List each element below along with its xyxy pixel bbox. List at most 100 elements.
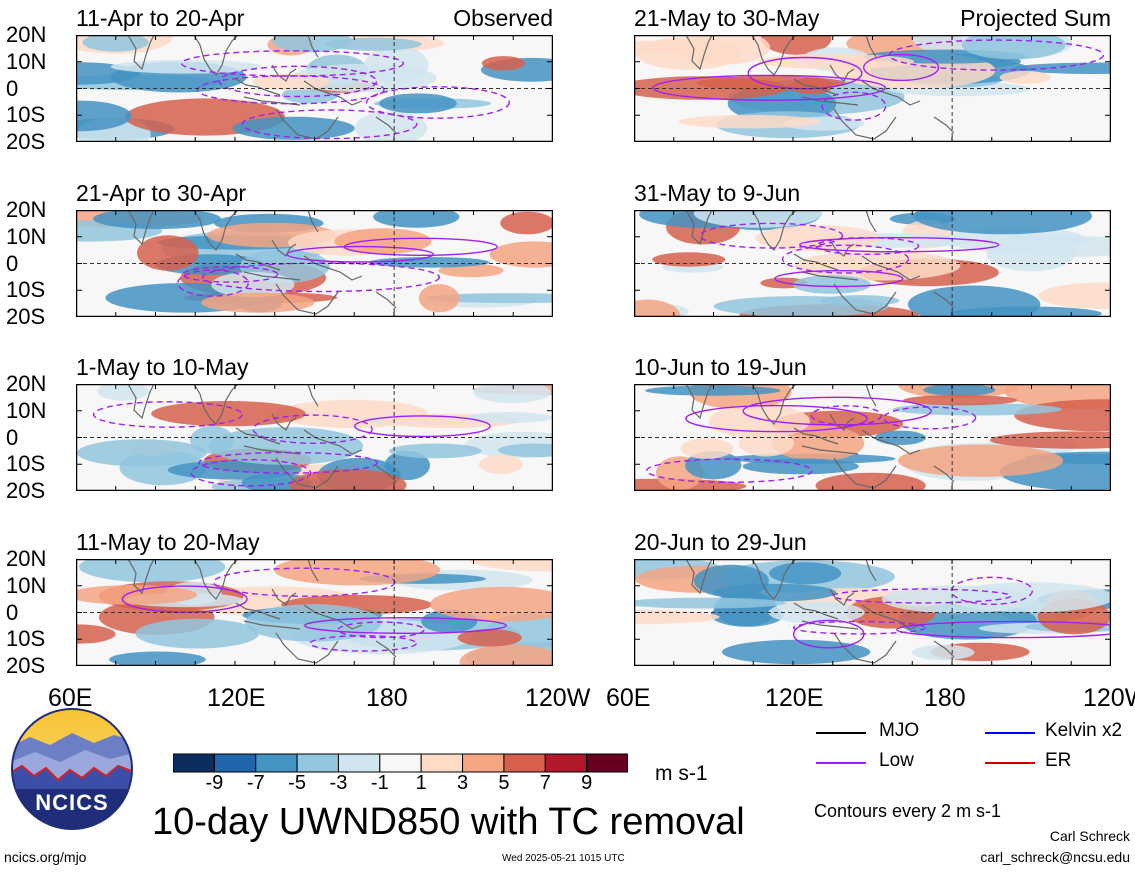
footer-author: Carl Schreck [1049,828,1130,844]
legend-label-er: ER [1045,750,1072,771]
wind-anomaly-blob [634,299,681,317]
latitude-label: 10N [6,397,47,423]
wind-anomaly-blob [892,403,1062,416]
uwnd-contour [241,109,418,140]
legend-line-kelvin [985,732,1035,734]
latitude-label: 20N [6,197,47,222]
latitude-label: 10N [6,223,47,249]
wind-anomaly-blob [1012,62,1111,74]
wind-anomaly-blob [897,444,1064,477]
uwnd-contour [213,567,396,597]
wind-anomaly-blob [77,439,207,467]
coastline [751,384,797,425]
panel-title: 20-Jun to 29-Jun [634,529,807,555]
coastline [829,413,855,431]
latitude-label: 20N [6,371,47,396]
legend-label-mjo: MJO [879,720,920,741]
logo-text: NCICS [35,790,109,815]
colorbar-tick-label: -7 [246,772,265,794]
uwnd-contour [645,458,813,483]
coastline [861,80,921,106]
uwnd-contour [309,635,418,652]
colorbar-swatch [544,753,588,773]
wind-anomaly-blob [325,37,422,51]
colorbar-swatch [420,753,464,773]
coastline [243,271,301,281]
panel-title: 21-May to 30-May [634,5,820,31]
coastline [235,78,281,96]
wind-anomaly-blob [82,35,149,52]
coastline [685,35,713,71]
coastline [307,384,319,407]
coastline [243,620,301,630]
coastline [829,239,855,257]
coastline [685,210,713,246]
coastline [235,602,281,620]
coastline [793,602,839,620]
latitude-label: 20S [6,653,46,678]
colorbar-tick-label: 1 [415,772,427,794]
wind-anomaly-blob [478,454,523,474]
coastline [271,64,297,82]
uwnd-contour [354,415,491,438]
wind-anomaly-blob [678,115,821,129]
coastline [127,210,155,246]
wind-anomaly-blob [252,73,330,91]
coastline [271,413,297,431]
colorbar-tick-label: 3 [456,772,469,794]
wind-anomaly-blob [76,585,197,605]
coastline [861,429,921,455]
colorbar-swatch [379,753,422,773]
latitude-label: 20N [6,22,47,47]
wind-anomaly-blob [137,235,199,271]
wind-anomaly-blob [379,93,457,114]
latitude-label: 0 [6,250,19,276]
wind-anomaly-blob [272,35,352,53]
wind-anomaly-blob [913,210,1092,235]
wind-anomaly-blob [473,384,551,404]
panel-title: 1-May to 10-May [76,354,249,380]
colorbar-swatch [296,753,339,773]
wind-anomaly-blob [652,252,726,267]
latitude-label: 10S [6,102,46,128]
wind-anomaly-blob [468,559,553,572]
colorbar-tick-label: 9 [581,772,593,794]
wind-anomaly-blob [693,564,769,598]
map-panel [634,210,1111,317]
wind-anomaly-blob [946,582,1111,613]
coastline [375,116,397,134]
latitude-label: 10N [6,572,47,598]
coastline [193,384,239,425]
coastline [307,35,319,58]
wind-anomaly-blob [418,284,460,313]
uwnd-contour [742,396,932,426]
wind-anomaly-blob [999,70,1051,84]
figure-title: 10-day UWND850 with TC removal [152,801,745,843]
wind-anomaly-blob [497,443,553,458]
longitude-label: 120E [207,684,266,712]
latitude-label: 10S [6,277,46,303]
uwnd-contour [177,269,249,297]
uwnd-contour [652,74,887,101]
latitude-label: 20S [6,478,46,503]
uwnd-contour [950,576,1033,605]
wind-anomaly-blob [373,210,460,228]
coastline [127,35,155,71]
footer-timestamp: Wed 2025-05-21 1015 UTC [502,853,625,864]
panel-title: 31-May to 9-Jun [634,180,801,206]
map-panel [634,384,1111,491]
map-panel [76,210,553,317]
coastline [829,64,855,82]
wind-anomaly-blob [368,257,490,268]
wind-anomaly-blob [815,472,926,491]
uwnd-contour [815,237,920,256]
colorbar-tick-label: -3 [329,772,348,794]
uwnd-contour [286,245,435,263]
coastline [303,604,363,630]
colorbar-swatch [462,753,505,773]
coastline [861,604,921,630]
wind-anomaly-blob [738,429,794,457]
panel-title: 11-Apr to 20-Apr [76,5,245,31]
longitude-label: 120W [525,684,591,712]
coastline [235,253,281,271]
